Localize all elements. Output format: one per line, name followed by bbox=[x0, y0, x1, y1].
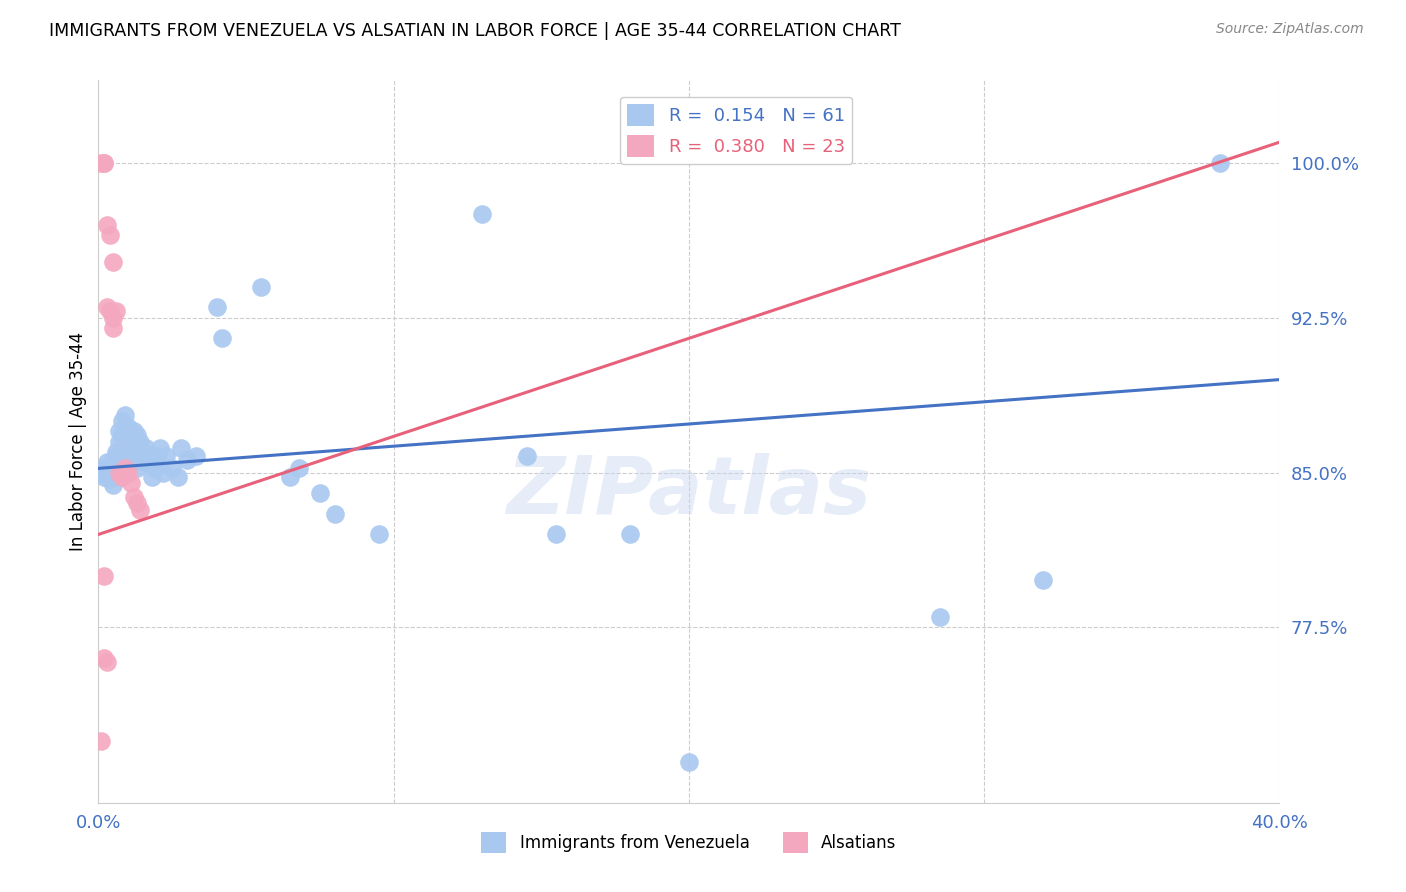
Point bbox=[103, 321, 125, 335]
Point bbox=[93, 568, 115, 582]
Text: Source: ZipAtlas.com: Source: ZipAtlas.com bbox=[1216, 22, 1364, 37]
Point bbox=[132, 455, 155, 469]
Point bbox=[111, 428, 134, 442]
Point bbox=[114, 445, 136, 459]
Point bbox=[111, 414, 134, 428]
Legend: R =  0.154   N = 61, R =  0.380   N = 23: R = 0.154 N = 61, R = 0.380 N = 23 bbox=[620, 96, 852, 164]
Point bbox=[93, 156, 115, 170]
Point bbox=[103, 478, 125, 492]
Point bbox=[114, 461, 136, 475]
Point bbox=[122, 424, 145, 438]
Point bbox=[323, 507, 346, 521]
Point bbox=[120, 434, 142, 449]
Point bbox=[162, 461, 183, 475]
Point bbox=[128, 434, 150, 449]
Point bbox=[1209, 156, 1232, 170]
Point bbox=[114, 408, 136, 422]
Point bbox=[167, 469, 190, 483]
Point bbox=[135, 441, 157, 455]
Point bbox=[96, 467, 118, 482]
Point bbox=[516, 449, 538, 463]
Point bbox=[117, 466, 139, 480]
Point bbox=[111, 469, 134, 483]
Point bbox=[132, 445, 155, 459]
Point bbox=[103, 310, 125, 325]
Point bbox=[211, 331, 233, 345]
Point bbox=[98, 459, 121, 474]
Point bbox=[250, 279, 273, 293]
Point bbox=[108, 434, 131, 449]
Point bbox=[90, 156, 112, 170]
Point bbox=[96, 455, 118, 469]
Point bbox=[105, 304, 128, 318]
Point bbox=[184, 449, 207, 463]
Point bbox=[368, 527, 391, 541]
Point bbox=[205, 301, 228, 315]
Point bbox=[105, 445, 128, 459]
Point bbox=[93, 461, 115, 475]
Point bbox=[170, 441, 193, 455]
Point bbox=[141, 469, 163, 483]
Point bbox=[546, 527, 568, 541]
Point bbox=[108, 424, 131, 438]
Point bbox=[90, 466, 112, 480]
Point bbox=[93, 651, 115, 665]
Point bbox=[619, 527, 641, 541]
Point bbox=[280, 469, 302, 483]
Point bbox=[176, 453, 198, 467]
Point bbox=[929, 610, 952, 624]
Text: ZIPatlas: ZIPatlas bbox=[506, 453, 872, 531]
Point bbox=[120, 475, 142, 490]
Y-axis label: In Labor Force | Age 35-44: In Labor Force | Age 35-44 bbox=[69, 332, 87, 551]
Point bbox=[155, 449, 177, 463]
Point bbox=[93, 469, 115, 483]
Point bbox=[93, 156, 115, 170]
Text: IMMIGRANTS FROM VENEZUELA VS ALSATIAN IN LABOR FORCE | AGE 35-44 CORRELATION CHA: IMMIGRANTS FROM VENEZUELA VS ALSATIAN IN… bbox=[49, 22, 901, 40]
Point bbox=[96, 656, 118, 670]
Point bbox=[152, 466, 174, 480]
Point bbox=[105, 461, 128, 475]
Point bbox=[309, 486, 332, 500]
Point bbox=[125, 496, 148, 510]
Point bbox=[122, 490, 145, 504]
Point bbox=[98, 472, 121, 486]
Point bbox=[122, 441, 145, 455]
Point bbox=[471, 207, 494, 221]
Point bbox=[117, 420, 139, 434]
Point bbox=[96, 463, 118, 477]
Point bbox=[125, 428, 148, 442]
Point bbox=[149, 441, 172, 455]
Point bbox=[120, 455, 142, 469]
Point bbox=[96, 301, 118, 315]
Point bbox=[678, 755, 700, 769]
Point bbox=[105, 449, 128, 463]
Point bbox=[103, 453, 125, 467]
Point bbox=[146, 449, 169, 463]
Point bbox=[103, 255, 125, 269]
Point bbox=[143, 461, 166, 475]
Point bbox=[98, 304, 121, 318]
Point bbox=[96, 218, 118, 232]
Point bbox=[90, 734, 112, 748]
Point bbox=[98, 228, 121, 243]
Point bbox=[1032, 573, 1054, 587]
Point bbox=[288, 461, 311, 475]
Point bbox=[138, 455, 160, 469]
Point bbox=[117, 449, 139, 463]
Point bbox=[135, 449, 157, 463]
Point bbox=[108, 466, 131, 480]
Point bbox=[103, 466, 125, 480]
Point bbox=[125, 461, 148, 475]
Point bbox=[128, 502, 150, 516]
